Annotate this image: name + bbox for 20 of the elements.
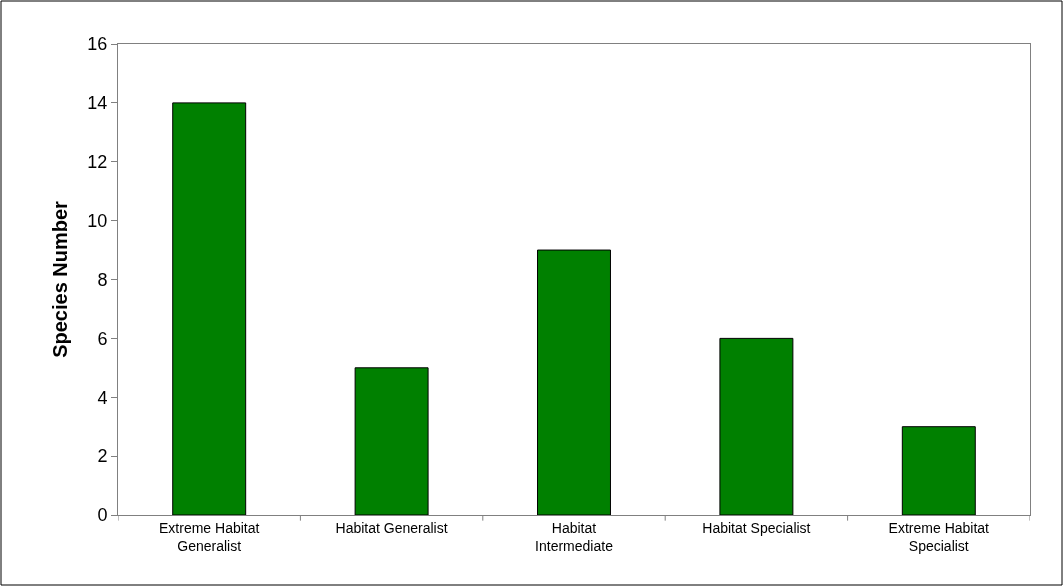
x-tick-label: Extreme Habitat Generalist	[159, 519, 260, 554]
bar	[172, 102, 247, 515]
bar	[354, 367, 429, 515]
y-tick-label: 10	[87, 210, 108, 231]
y-axis-title: Species Number	[48, 200, 71, 358]
bar	[719, 337, 794, 515]
x-tick-label: Habitat Specialist	[702, 519, 811, 536]
y-tick-label: 16	[87, 34, 108, 55]
y-tick-label: 14	[87, 93, 108, 114]
x-tick-label: Extreme Habitat Specialist	[888, 519, 990, 554]
bar	[901, 426, 976, 515]
y-tick-label: 0	[97, 505, 108, 526]
y-tick-label: 4	[97, 387, 108, 408]
y-tick-label: 12	[87, 152, 108, 173]
x-tick-label: Habitat Intermediate	[535, 519, 614, 554]
y-tick-label: 2	[97, 446, 108, 467]
x-tick-label: Habitat Generalist	[335, 519, 448, 536]
bar	[537, 249, 611, 515]
y-tick-label: 8	[97, 269, 108, 290]
y-tick-label: 6	[97, 328, 108, 349]
